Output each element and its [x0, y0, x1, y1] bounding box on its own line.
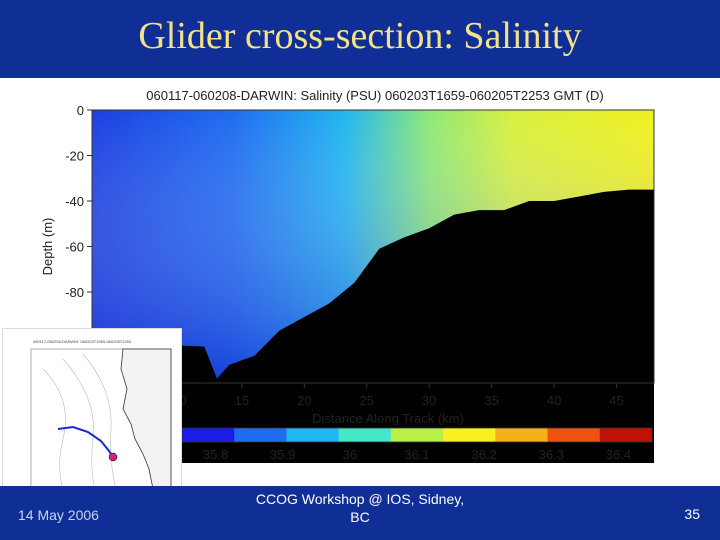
- x-tick-label: 40: [547, 393, 561, 408]
- colorbar-label: 36.4: [606, 447, 631, 462]
- colorbar-label: 36: [343, 447, 357, 462]
- colorbar-segment: [338, 428, 392, 442]
- colorbar-label: 36.3: [539, 447, 564, 462]
- title-bar: [0, 0, 720, 78]
- footer-event: CCOG Workshop @ IOS, Sidney, BC: [255, 491, 465, 525]
- y-tick-label: -80: [65, 285, 84, 300]
- colorbar-segment: [495, 428, 549, 442]
- colorbar-label: 36.2: [471, 447, 496, 462]
- x-axis-label: Distance Along Track (km): [312, 411, 464, 426]
- colorbar-segment: [234, 428, 287, 442]
- slide-title: Glider cross-section: Salinity: [138, 15, 582, 57]
- y-tick-label: -20: [65, 149, 84, 164]
- x-tick-label: 45: [609, 393, 623, 408]
- x-tick-label: 35: [484, 393, 498, 408]
- x-tick-label: 15: [235, 393, 249, 408]
- footer-date: 14 May 2006: [18, 507, 99, 523]
- y-tick-label: -40: [65, 194, 84, 209]
- inset-map-title: 060117-060208-DARWIN: 060203T1659-060205…: [33, 339, 132, 344]
- colorbar-frame: [181, 427, 653, 443]
- y-axis-label: Depth (m): [40, 218, 55, 276]
- colorbar-segment: [599, 428, 653, 442]
- seafloor: [92, 189, 654, 463]
- x-tick-label: 30: [422, 393, 436, 408]
- colorbar-segment: [182, 428, 235, 442]
- footer-bar: [0, 486, 720, 540]
- colorbar-label: 35.8: [203, 447, 228, 462]
- page-number: 35: [684, 506, 700, 522]
- colorbar-segment: [286, 428, 340, 442]
- x-tick-label: 25: [360, 393, 374, 408]
- y-tick-label: -60: [65, 240, 84, 255]
- colorbar-label: 35.9: [270, 447, 295, 462]
- chart-title: 060117-060208-DARWIN: Salinity (PSU) 060…: [146, 88, 603, 103]
- colorbar-label: 36.1: [404, 447, 429, 462]
- colorbar-segment: [443, 428, 496, 442]
- colorbar-segment: [547, 428, 601, 442]
- salinity-cross-section-chart: 060117-060208-DARWIN: Salinity (PSU) 060…: [40, 88, 655, 463]
- colorbar-segment: [390, 428, 444, 442]
- y-tick-label: 0: [77, 103, 84, 118]
- x-tick-label: 20: [297, 393, 311, 408]
